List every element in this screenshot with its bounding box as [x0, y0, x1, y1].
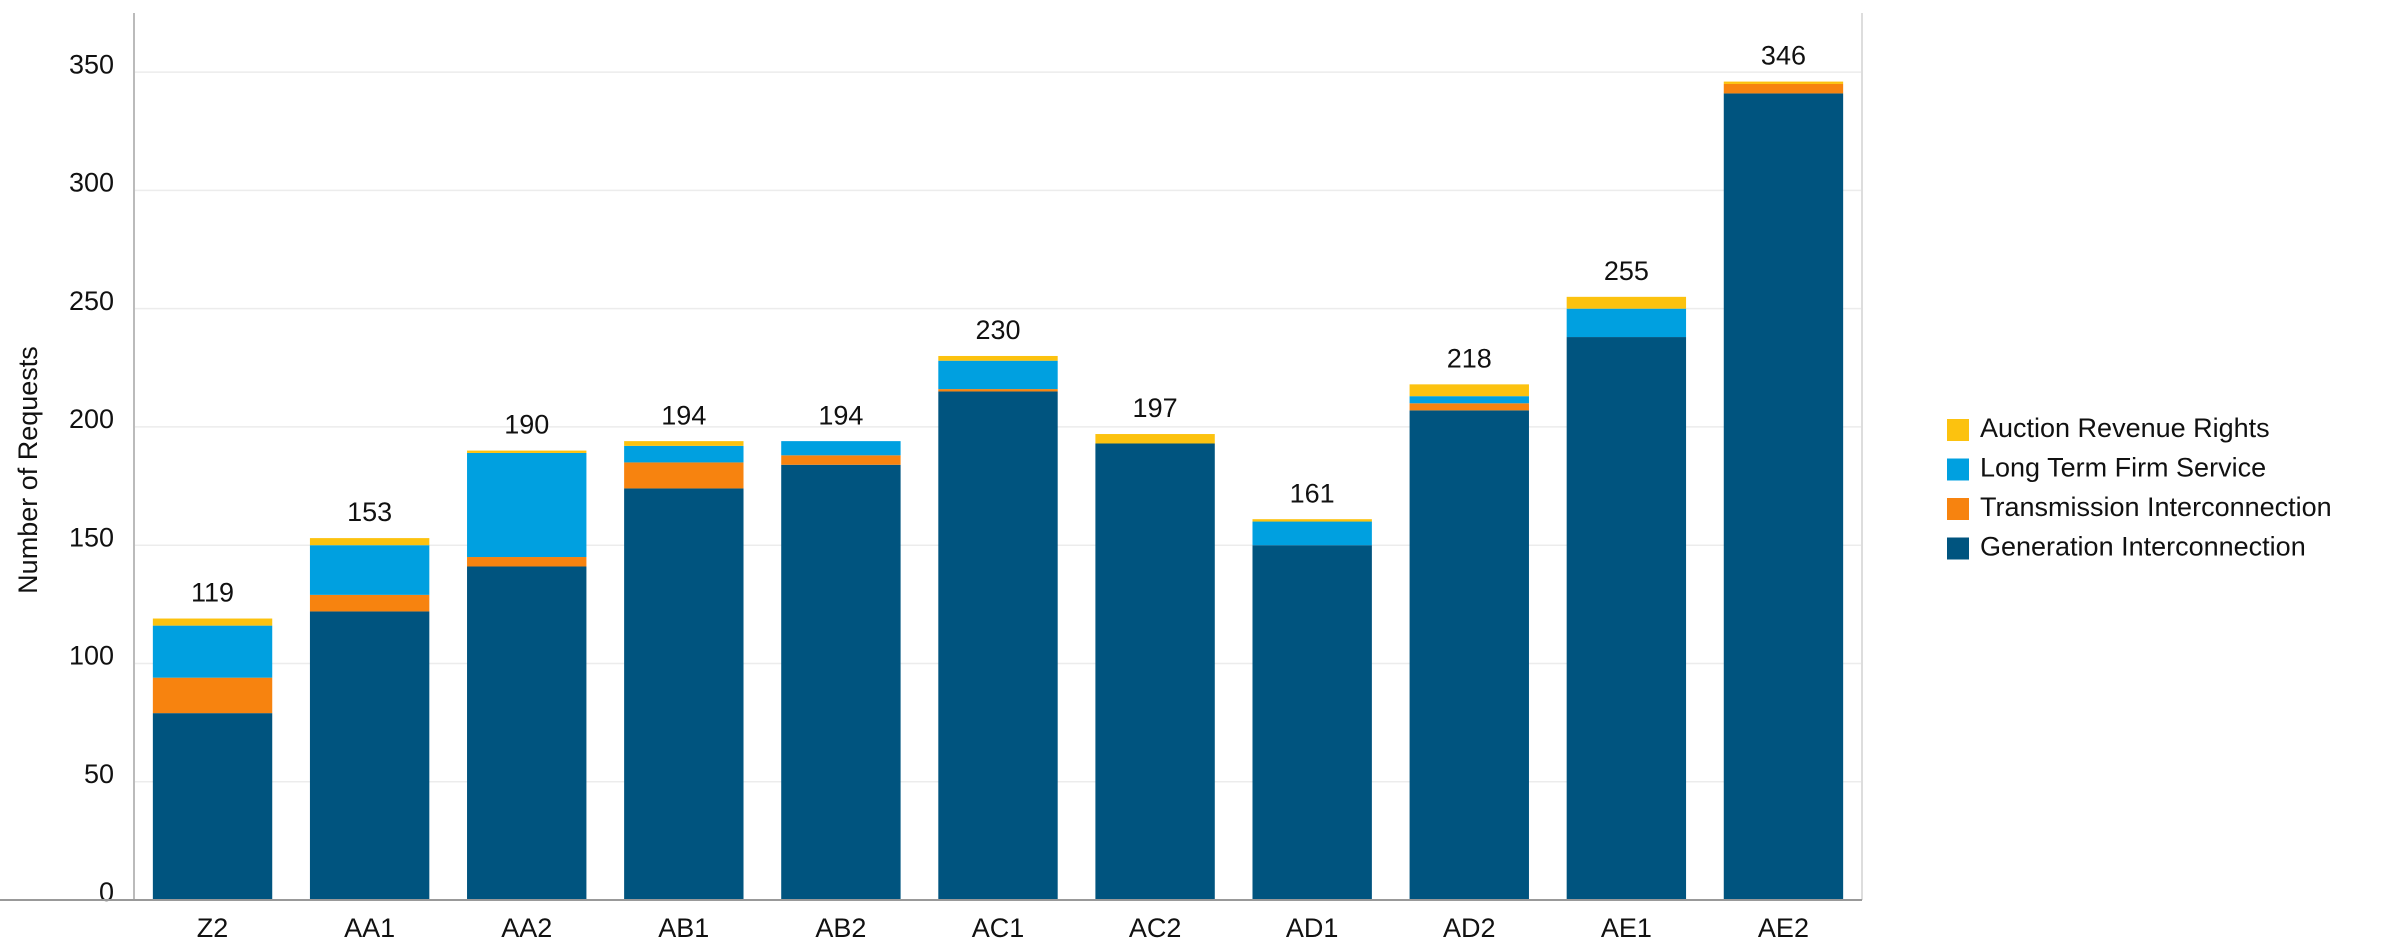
bar-segment	[624, 441, 744, 446]
bar-segment	[152, 625, 273, 678]
total-label: 255	[1604, 256, 1649, 286]
x-tick-label: AE2	[1758, 913, 1809, 943]
legend-label: Auction Revenue Rights	[1980, 413, 2270, 443]
y-tick-label: 150	[69, 522, 114, 552]
bar-segment	[1723, 81, 1844, 84]
bar-segment	[1409, 384, 1529, 397]
bar-segment	[1566, 337, 1687, 900]
bar-segment	[467, 450, 587, 453]
legend-swatch	[1947, 458, 1969, 481]
x-tick-label: AB1	[658, 913, 709, 943]
x-tick-label: AA2	[501, 913, 552, 943]
bar-segment	[309, 611, 430, 900]
x-tick-label: AC1	[972, 913, 1025, 943]
bar-segment	[938, 391, 1058, 900]
total-label: 190	[504, 410, 549, 440]
total-label: 153	[347, 497, 392, 527]
y-tick-label: 250	[69, 286, 114, 316]
total-label: 346	[1761, 41, 1806, 71]
legend-swatch	[1947, 537, 1969, 560]
bar-segment	[1409, 403, 1529, 411]
bar-segment	[1566, 308, 1687, 338]
total-label: 194	[818, 400, 863, 430]
bar-segment	[938, 389, 1058, 392]
bar-segment	[624, 462, 744, 489]
bar-segment	[1252, 521, 1372, 546]
y-tick-label: 350	[69, 49, 114, 79]
bar-segment	[1723, 93, 1844, 901]
bar-segment	[152, 713, 273, 900]
bar-segment	[152, 677, 273, 714]
x-tick-label: AE1	[1601, 913, 1652, 943]
bar-segment	[624, 445, 744, 463]
bar-segment	[152, 618, 273, 626]
y-tick-label: 0	[99, 877, 114, 907]
y-tick-label: 300	[69, 168, 114, 198]
bar-segment	[309, 545, 430, 595]
bar-segment	[1566, 296, 1687, 309]
total-label: 218	[1447, 343, 1492, 373]
bar-segment	[781, 441, 901, 456]
bar-segment	[309, 538, 430, 546]
bar-segment	[1409, 410, 1529, 900]
y-axis-label: Number of Requests	[13, 346, 43, 594]
legend-label: Transmission Interconnection	[1980, 492, 2332, 522]
bar-segment	[467, 557, 587, 567]
bar-segment	[781, 464, 901, 900]
bar-segment	[1095, 443, 1215, 900]
bar-segment	[1095, 434, 1215, 444]
total-label: 230	[975, 315, 1020, 345]
bar-segment	[938, 360, 1058, 390]
bar-segment	[781, 455, 901, 465]
y-tick-label: 50	[84, 759, 114, 789]
bar-segment	[1409, 396, 1529, 404]
x-tick-label: AC2	[1129, 913, 1182, 943]
bar-segment	[1252, 545, 1372, 900]
total-label: 119	[191, 578, 234, 608]
bar-segment	[467, 452, 587, 558]
bar-segment	[309, 594, 430, 612]
y-tick-label: 200	[69, 404, 114, 434]
bar-segment	[1252, 519, 1372, 522]
bar-segment	[1723, 83, 1844, 94]
y-tick-label: 100	[69, 641, 114, 671]
x-tick-label: AB2	[815, 913, 866, 943]
total-label: 161	[1290, 478, 1335, 508]
x-tick-label: Z2	[197, 913, 229, 943]
legend-label: Generation Interconnection	[1980, 532, 2306, 562]
bar-segment	[467, 566, 587, 900]
x-tick-label: AD2	[1443, 913, 1496, 943]
total-label: 194	[661, 400, 706, 430]
bar-segment	[624, 488, 744, 900]
legend-swatch	[1947, 419, 1969, 441]
bar-segment	[938, 355, 1058, 361]
total-label: 197	[1133, 393, 1178, 423]
x-tick-label: AA1	[344, 913, 395, 943]
x-tick-label: AD1	[1286, 913, 1339, 943]
legend-label: Long Term Firm Service	[1980, 453, 2266, 483]
legend-swatch	[1947, 498, 1969, 520]
